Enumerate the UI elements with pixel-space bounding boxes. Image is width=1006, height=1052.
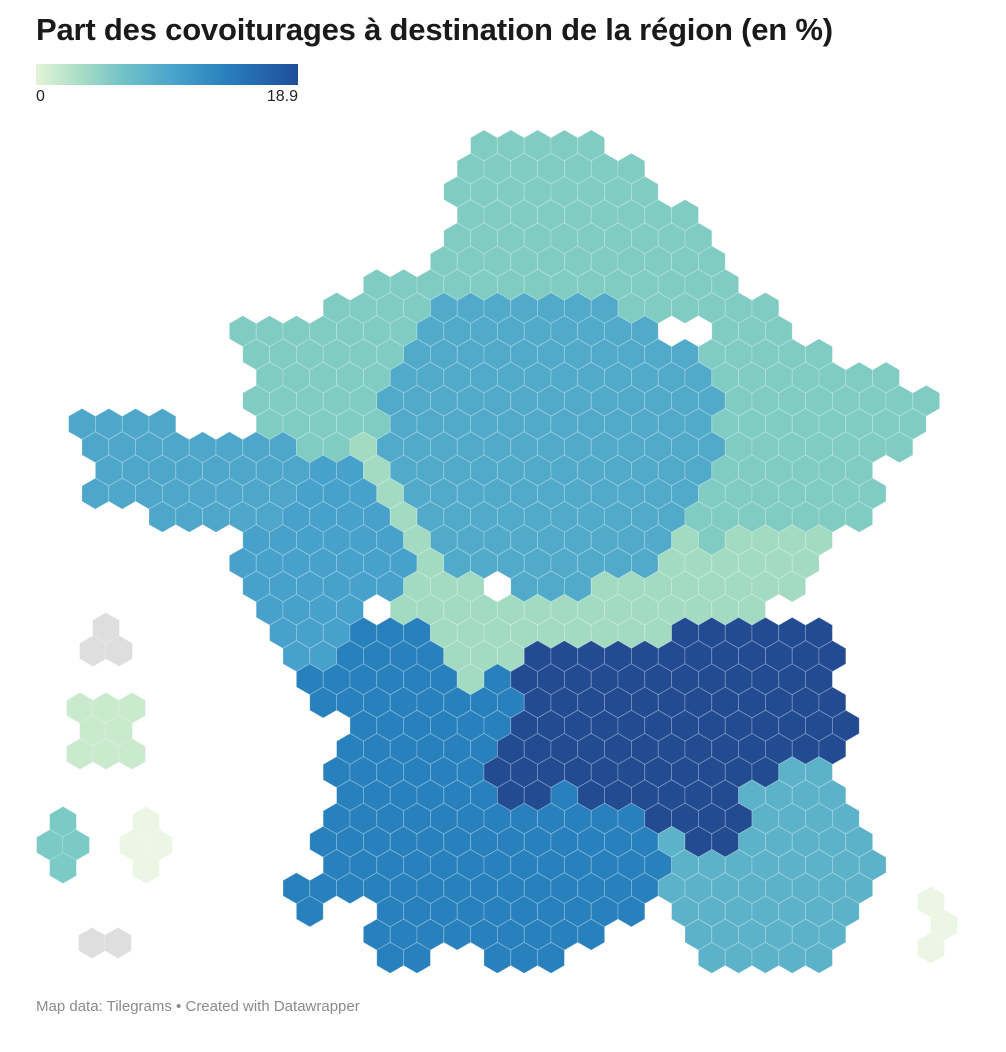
legend-max-label: 18.9 xyxy=(266,88,298,105)
map-title: Part des covoiturages à destination de l… xyxy=(36,12,833,47)
hex-cluster-overseas_1 xyxy=(79,612,133,667)
hex-cell-northeast xyxy=(845,500,873,533)
hex-cluster-overseas_5 xyxy=(78,927,132,959)
hex-cell-overseas_4 xyxy=(132,852,160,884)
hex-cell-southeast xyxy=(805,941,833,974)
hex-cell-south xyxy=(617,895,646,928)
mainland-hex-regions xyxy=(68,129,940,974)
hex-cell-center_belt xyxy=(778,570,806,603)
color-legend: 0 18.9 xyxy=(36,64,298,108)
hex-cell-southwest xyxy=(295,895,324,928)
map-credit: Map data: Tilegrams • Created with Dataw… xyxy=(36,998,360,1015)
hex-cluster-island_east xyxy=(917,886,958,964)
hex-cell-island_east xyxy=(917,932,945,964)
hex-cell-south xyxy=(537,941,565,974)
hex-cluster-overseas_2 xyxy=(66,692,146,770)
hex-cell-overseas_2 xyxy=(118,738,146,770)
hex-cell-overseas_1 xyxy=(105,635,133,667)
hex-cluster-overseas_4 xyxy=(119,806,173,884)
hex-cell-overseas_5 xyxy=(78,927,106,959)
hex-cell-northeast xyxy=(885,431,914,464)
hex-cell-south xyxy=(403,941,431,974)
hex-cluster-overseas_3 xyxy=(36,806,90,884)
hex-cell-overseas_5 xyxy=(104,927,132,959)
legend-min-label: 0 xyxy=(36,88,45,105)
hex-cell-south xyxy=(577,918,605,951)
hex-cell-overseas_3 xyxy=(49,852,77,884)
legend-gradient-bar xyxy=(36,64,298,85)
